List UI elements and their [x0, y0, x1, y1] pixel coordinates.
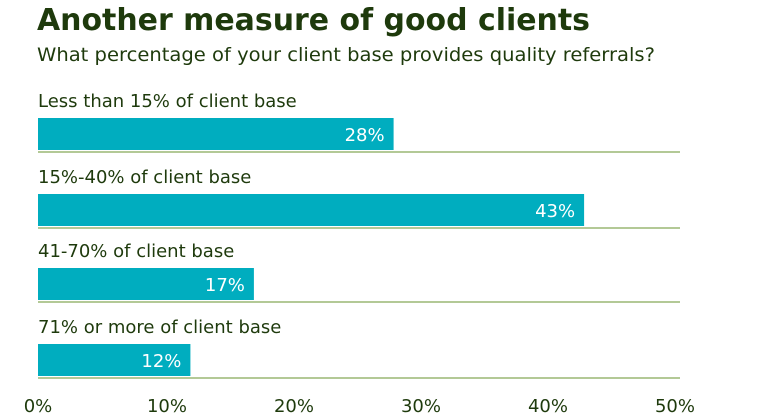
chart-title: Another measure of good clients [37, 3, 590, 38]
category-label: 71% or more of client base [38, 317, 281, 338]
bar-row: Less than 15% of client base 28% [38, 91, 680, 153]
category-label: 15%-40% of client base [38, 167, 251, 188]
category-label: Less than 15% of client base [38, 91, 297, 112]
x-tick-label: 50% [655, 396, 695, 417]
bar [38, 194, 585, 226]
x-tick-label: 0% [24, 396, 53, 417]
bar [38, 268, 254, 300]
x-tick-label: 30% [401, 396, 441, 417]
value-label: 12% [141, 351, 181, 372]
bar [38, 344, 191, 376]
value-label: 28% [345, 125, 385, 146]
x-tick-label: 40% [528, 396, 568, 417]
value-label: 43% [535, 201, 575, 222]
bar [38, 118, 394, 150]
x-tick-label: 20% [274, 396, 314, 417]
bar-row: 41-70% of client base 17% [38, 241, 680, 303]
bar-row: 71% or more of client base 12% [38, 317, 680, 379]
value-label: 17% [205, 275, 245, 296]
x-tick-label: 10% [147, 396, 187, 417]
chart-subtitle: What percentage of your client base prov… [37, 44, 655, 66]
bar-row: 15%-40% of client base 43% [38, 167, 680, 229]
category-label: 41-70% of client base [38, 241, 234, 262]
